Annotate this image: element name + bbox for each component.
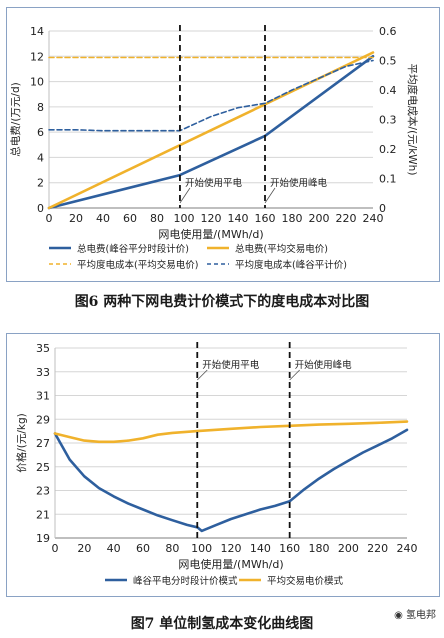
caption-fig7: 图7 单位制氢成本变化曲线图	[130, 616, 314, 632]
x-tick-label: 40	[107, 542, 121, 555]
x-tick-label: 80	[150, 212, 164, 225]
x-tick-label: 20	[77, 542, 91, 555]
y-tick-label: 4	[37, 151, 44, 164]
x-tick-label: 160	[255, 212, 276, 225]
x-tick-label: 0	[52, 542, 59, 555]
x-tick-label: 20	[69, 212, 83, 225]
caption-fig6: 图6 两种下网电费计价模式下的度电成本对比图	[74, 294, 370, 310]
legend-label-1: 峰谷平电分时段计价模式	[133, 575, 238, 587]
y-tick-label: 33	[36, 366, 50, 379]
series-line-1	[47, 54, 375, 210]
marker-leader-2	[264, 187, 276, 204]
marker-label-2: 开始使用峰电	[295, 359, 353, 371]
legend-label-3: 平均度电成本(平均交易电价)	[77, 259, 198, 271]
x-tick-label: 180	[282, 212, 303, 225]
x-tick-label: 60	[123, 212, 137, 225]
x-tick-label: 200	[309, 212, 330, 225]
legend-label-4: 平均度电成本(峰谷平计价)	[235, 259, 347, 271]
x-tick-label: 120	[201, 212, 222, 225]
x-tick-label: 220	[336, 212, 357, 225]
legend-label-1: 总电费(峰谷平分时段计价)	[77, 243, 189, 255]
x-axis-title: 网电使用量/(MWh/d)	[158, 228, 263, 241]
y-axis-title: 价格/(元/kg)	[15, 413, 28, 473]
series-line-4	[48, 59, 374, 132]
x-tick-label: 140	[250, 542, 271, 555]
y-tick-label: 35	[36, 342, 50, 355]
y2-tick-label: 0.3	[379, 114, 397, 127]
y2-tick-label: 0	[379, 202, 386, 215]
y-tick-label: 25	[36, 461, 50, 474]
watermark-text: 氢电邦	[406, 610, 436, 621]
x-tick-label: 220	[367, 542, 388, 555]
y-tick-label: 31	[36, 390, 50, 403]
x-tick-label: 100	[174, 212, 195, 225]
x-tick-label: 180	[309, 542, 330, 555]
marker-label-2: 开始使用峰电	[270, 177, 328, 189]
x-tick-label: 40	[96, 212, 110, 225]
chart-panel-fig6: 0 2 4 6 8 10 12 14 0 20 40 60 80 100 120 140 160 180 200 22…	[6, 7, 440, 282]
legend-label-2: 总电费(平均交易电价)	[235, 243, 328, 255]
series-line-2	[53, 420, 409, 444]
y-axis-title: 总电费/(万元/d)	[9, 82, 22, 156]
y-tick-label: 0	[37, 202, 44, 215]
y2-axis-title: 平均度电成本/(元/kWh)	[406, 64, 419, 176]
x-tick-label: 100	[191, 542, 212, 555]
marker-leader-1	[179, 187, 191, 204]
y-tick-label: 29	[36, 413, 50, 426]
watermark: ◉ 氢电邦	[394, 606, 436, 621]
y2-tick-label: 0.4	[379, 84, 397, 97]
x-tick-label: 240	[363, 212, 384, 225]
x-tick-label: 120	[221, 542, 242, 555]
y-tick-label: 14	[30, 25, 44, 38]
x-tick-label: 160	[279, 542, 300, 555]
legend-label-2: 平均交易电价模式	[267, 575, 344, 587]
y-tick-label: 6	[37, 126, 44, 139]
chart-fig7: 19 21 23 25 27 29 31 33 35 0 20 40 60 80 100 120 140 160 1…	[15, 342, 418, 587]
marker-leader-2	[289, 369, 300, 381]
y-tick-label: 21	[36, 508, 50, 521]
y-tick-label: 8	[37, 101, 44, 114]
y-tick-label: 12	[30, 50, 44, 63]
x-tick-label: 80	[165, 542, 179, 555]
series-line-1	[53, 428, 409, 533]
x-tick-label: 0	[46, 212, 53, 225]
y2-tick-label: 0.6	[379, 25, 397, 38]
x-axis-title: 网电使用量/(MWh/d)	[178, 558, 283, 571]
x-tick-label: 140	[228, 212, 249, 225]
y-tick-label: 10	[30, 76, 44, 89]
x-tick-label: 240	[397, 542, 418, 555]
y2-tick-label: 0.1	[379, 173, 397, 186]
y-tick-label: 27	[36, 437, 50, 450]
chart-panel-fig7: 19 21 23 25 27 29 31 33 35 0 20 40 60 80 100 120 140 160 1…	[6, 333, 440, 597]
marker-label-1: 开始使用平电	[202, 359, 260, 371]
y2-tick-label: 0.5	[379, 55, 397, 68]
y2-tick-label: 0.2	[379, 143, 397, 156]
marker-leader-1	[196, 369, 208, 381]
y-tick-label: 23	[36, 485, 50, 498]
y-tick-label: 19	[36, 532, 50, 545]
y-tick-label: 2	[37, 177, 44, 190]
wechat-icon: ◉	[394, 610, 403, 621]
x-tick-label: 200	[338, 542, 359, 555]
x-tick-label: 60	[136, 542, 150, 555]
marker-label-1: 开始使用平电	[185, 177, 243, 189]
